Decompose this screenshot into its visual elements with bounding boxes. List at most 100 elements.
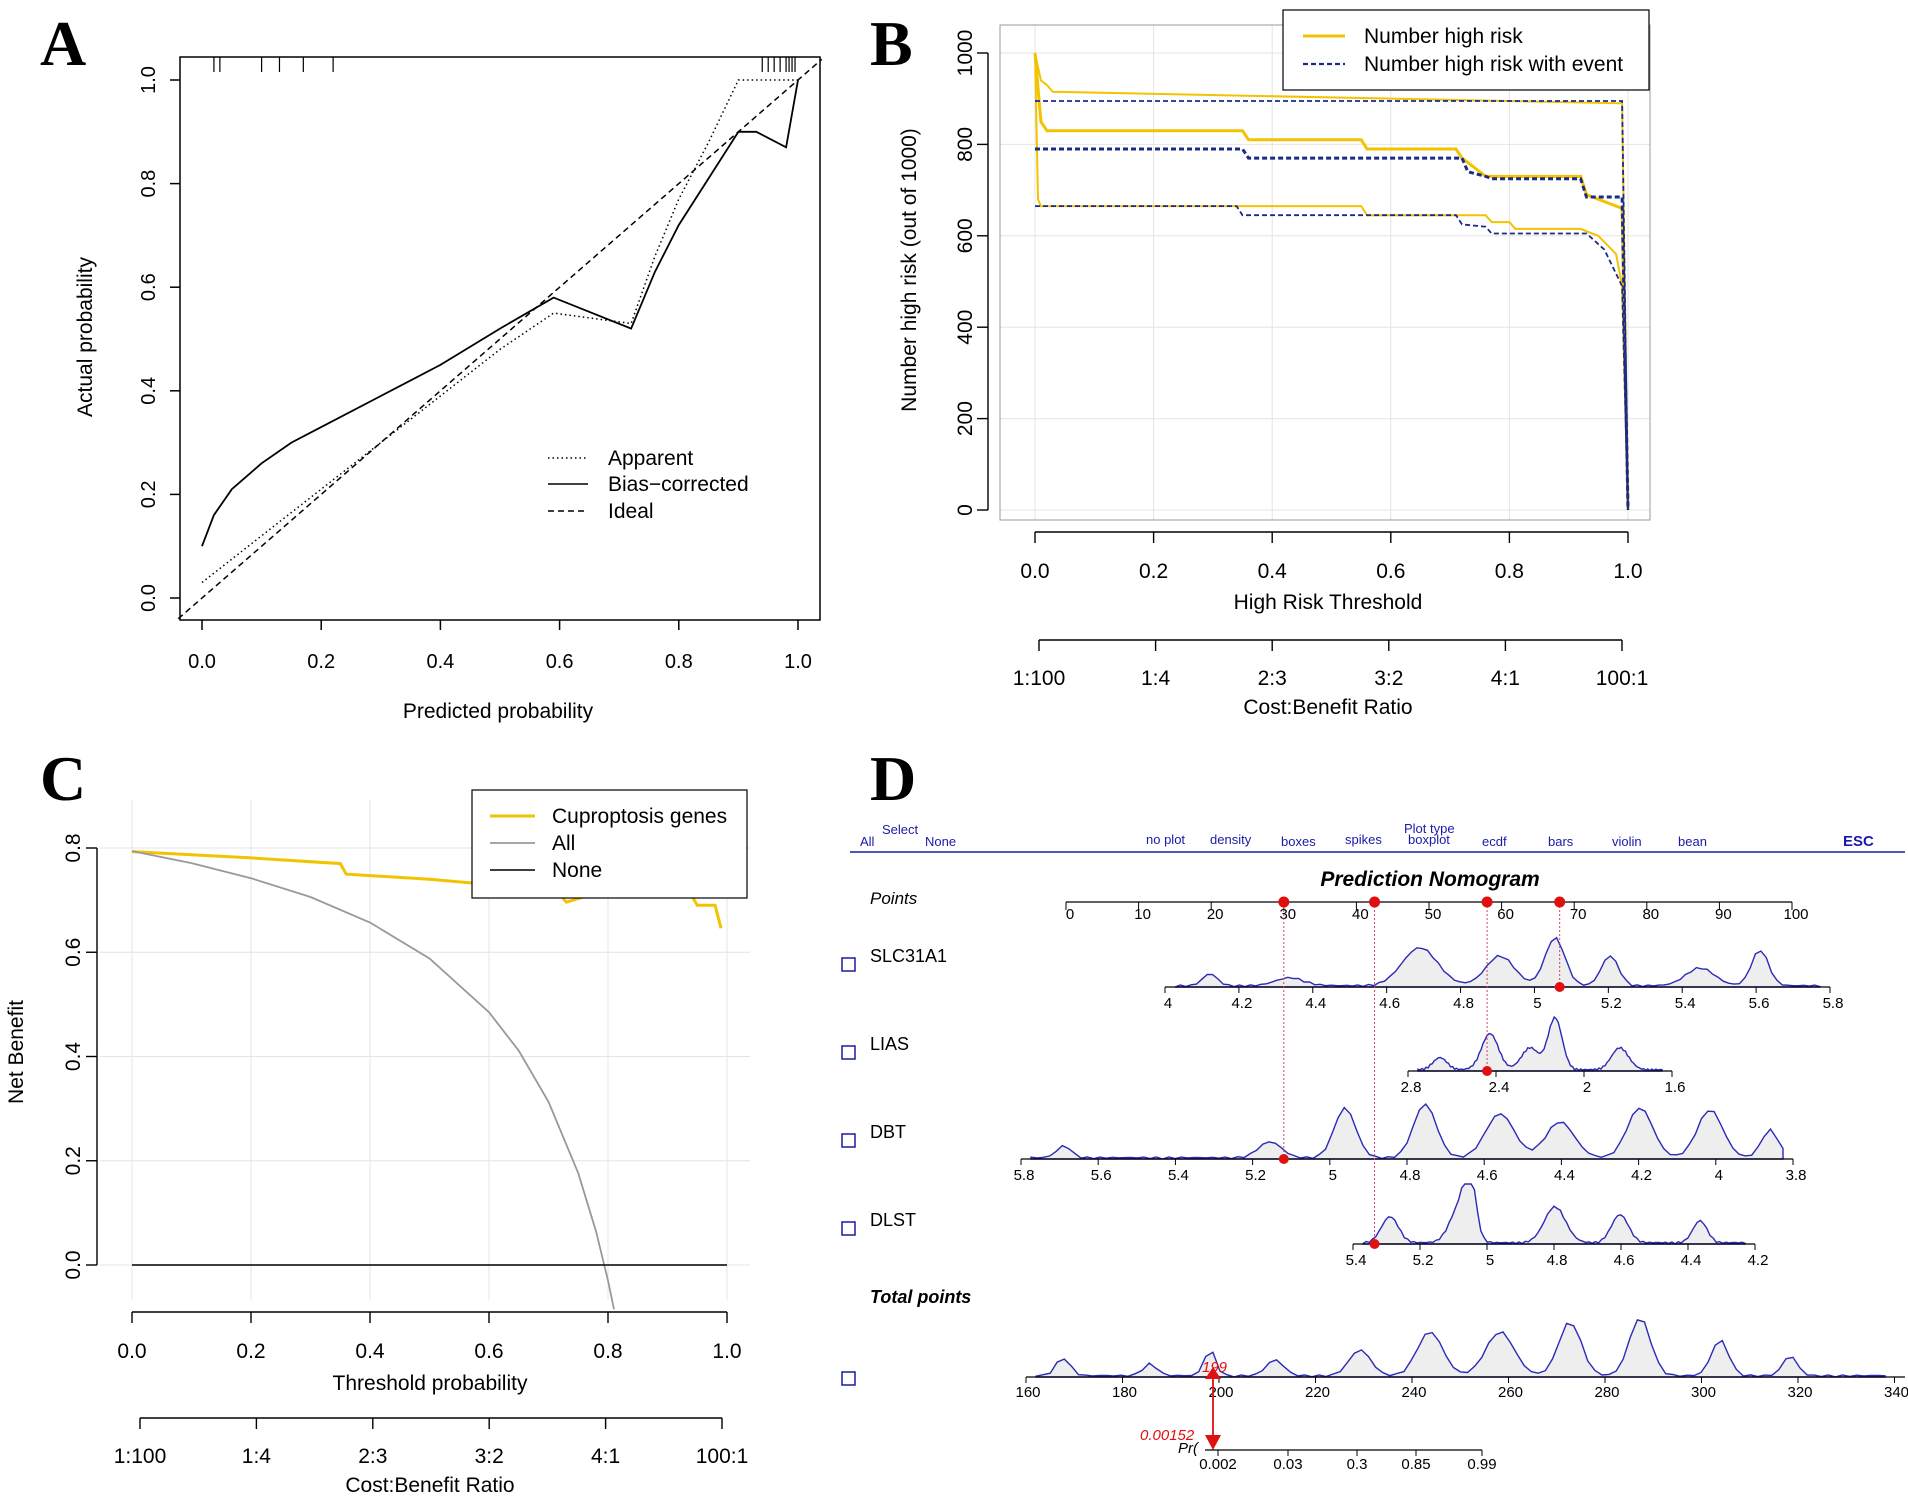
panel-a-y-label: Actual probability	[74, 257, 97, 417]
legend-ideal-label: Ideal	[608, 500, 654, 523]
y-tick-label: 0.8	[62, 833, 85, 862]
probability-value-label: 0.00152	[1140, 1427, 1195, 1444]
y-tick-label: 0.4	[138, 377, 160, 405]
variable-label-dlst: DLST	[870, 1210, 916, 1230]
total-density-curve	[1035, 1319, 1886, 1378]
variable-label-lias: LIAS	[870, 1034, 909, 1054]
x-tick-label: 0.0	[188, 651, 216, 673]
total-tick-label: 200	[1208, 1384, 1233, 1401]
toolbar-esc-button[interactable]: ESC	[1843, 833, 1874, 850]
probability-tick-label: 0.85	[1401, 1456, 1430, 1473]
variable-tick-label: 5.2	[1413, 1252, 1434, 1269]
x-tick-label: 0.4	[355, 1340, 385, 1363]
panel-a: A 0.0 0.2 0.4 0.6 0.8 1.0 0.00.20.40.60.81.0 …	[40, 8, 823, 723]
y-tick-label: 0.2	[138, 480, 160, 508]
points-tick-label: 20	[1207, 906, 1224, 923]
variable-tick-label: 5.8	[1014, 1167, 1035, 1184]
marker-point	[1278, 1154, 1289, 1164]
legend-apparent-label: Apparent	[608, 447, 693, 470]
x-tick-label: 1.0	[784, 651, 812, 673]
panel-b-cost-benefit-axis: 1:100 1:4 2:3 3:2 4:1 100:1	[1013, 639, 1648, 690]
total-tick-label: 340	[1884, 1384, 1908, 1401]
series-bias-corrected	[201, 79, 799, 547]
points-tick-label: 30	[1279, 906, 1296, 923]
legend-all-label: All	[552, 832, 575, 855]
toolbar-violin-button[interactable]: violin	[1612, 834, 1642, 849]
checkbox-dbt[interactable]	[841, 1133, 856, 1148]
variable-tick-label: 4.8	[1547, 1252, 1568, 1269]
variable-tick-label: 4.6	[1477, 1167, 1498, 1184]
panel-c-y-axis: 0.0 0.2 0.4 0.6 0.8	[62, 833, 98, 1280]
x-tick-label: 0.6	[1376, 560, 1405, 583]
toolbar-no-plot-button[interactable]: no plot	[1146, 832, 1185, 847]
panel-c: C 0.0 0.2 0.4 0.6 0.8 1.0 0.0 0.2 0.4 0.6 0.8 1:1…	[5, 743, 750, 1497]
y-tick-label: 0.2	[62, 1146, 85, 1175]
probability-tick-label: 0.3	[1347, 1456, 1368, 1473]
panel-a-series	[177, 58, 823, 620]
toolbar-none-button[interactable]: None	[925, 834, 956, 849]
panel-b-legend: Number high risk Number high risk with e…	[1282, 9, 1650, 91]
variable-tick-label: 4.6	[1379, 995, 1400, 1012]
toolbar-spikes-button[interactable]: spikes	[1345, 832, 1382, 847]
y-tick-label: 800	[954, 127, 977, 162]
y-tick-label: 0.8	[138, 170, 160, 198]
points-marker	[1481, 896, 1493, 908]
panel-b-x-axis: 0.0 0.2 0.4 0.6 0.8 1.0	[1020, 531, 1643, 583]
probability-axis-label: Pr(	[1178, 1440, 1200, 1457]
panel-b: B 0.0 0.2 0.4 0.6 0.8 1.0 0 200 400 600 800 1000 1…	[870, 8, 1651, 719]
panel-a-rug	[213, 57, 796, 72]
nomogram-content: 0 10 20 30 40 50 60 70 80 90 100 4 4.2 4.4 4.6 4.8 5 5.2 5…	[1014, 896, 1908, 1473]
toolbar-bars-button[interactable]: bars	[1548, 834, 1574, 849]
variable-tick-label: 4.8	[1400, 1167, 1421, 1184]
toolbar-boxplot-button[interactable]: boxplot	[1408, 832, 1450, 847]
variable-tick-label: 5.2	[1601, 995, 1622, 1012]
variable-tick-label: 4.4	[1305, 995, 1326, 1012]
toolbar-density-button[interactable]: density	[1210, 832, 1252, 847]
panel-b-y-axis: 0 200 400 600 800 1000	[954, 30, 989, 516]
variable-tick-label: 4.2	[1231, 995, 1252, 1012]
panel-b-cb-label: Cost:Benefit Ratio	[1243, 696, 1412, 719]
variable-tick-label: 4	[1164, 995, 1172, 1012]
cb-tick-label: 1:100	[114, 1445, 167, 1468]
panel-a-x-axis: 0.0 0.2 0.4 0.6 0.8 1.0	[188, 620, 812, 673]
series-number-high-risk-with-event-mid	[1035, 147, 1630, 511]
toolbar-bean-button[interactable]: bean	[1678, 834, 1707, 849]
points-marker	[1369, 896, 1381, 908]
y-tick-label: 1.0	[138, 66, 160, 94]
x-tick-label: 0.8	[665, 651, 693, 673]
variable-tick-label: 3.8	[1786, 1167, 1807, 1184]
panel-b-series	[1033, 52, 1630, 511]
x-tick-label: 0.8	[593, 1340, 622, 1363]
variable-tick-label: 5.8	[1823, 995, 1844, 1012]
variable-tick-label: 5.6	[1091, 1167, 1112, 1184]
y-tick-label: 1000	[954, 30, 977, 77]
nomogram-toolbar: All Select None no plot density boxes sp…	[850, 821, 1905, 853]
cb-tick-label: 2:3	[358, 1445, 387, 1468]
points-tick-label: 10	[1134, 906, 1151, 923]
variable-tick-label: 2.4	[1489, 1079, 1510, 1096]
variable-tick-label: 5.4	[1346, 1252, 1367, 1269]
cb-tick-label: 3:2	[1374, 667, 1403, 690]
checkbox-total[interactable]	[841, 1371, 856, 1386]
panel-a-x-label: Predicted probability	[403, 700, 594, 723]
toolbar-all-button[interactable]: All	[860, 834, 875, 849]
checkbox-dlst[interactable]	[841, 1221, 856, 1236]
legend-number-high-risk-label: Number high risk	[1364, 25, 1523, 48]
panel-b-y-label: Number high risk (out of 1000)	[898, 128, 921, 412]
variable-tick-label: 5.2	[1245, 1167, 1266, 1184]
panel-label-d: D	[870, 743, 916, 814]
x-tick-label: 1.0	[1613, 560, 1642, 583]
checkbox-lias[interactable]	[841, 1045, 856, 1060]
checkbox-slc31a1[interactable]	[841, 957, 856, 972]
variable-tick-label: 5	[1533, 995, 1541, 1012]
cb-tick-label: 1:4	[242, 1445, 272, 1468]
toolbar-boxes-button[interactable]: boxes	[1281, 834, 1316, 849]
total-marker-arrow	[1205, 1367, 1221, 1379]
toolbar-ecdf-button[interactable]: ecdf	[1482, 834, 1507, 849]
points-tick-label: 0	[1066, 906, 1074, 923]
variable-tick-label: 4.6	[1614, 1252, 1635, 1269]
legend-none-label: None	[552, 859, 602, 882]
panel-c-cost-benefit-axis: 1:100 1:4 2:3 3:2 4:1 100:1	[114, 1417, 748, 1468]
panel-b-x-label: High Risk Threshold	[1234, 591, 1423, 614]
series-number-high-risk-with-event-lower	[1035, 205, 1629, 511]
